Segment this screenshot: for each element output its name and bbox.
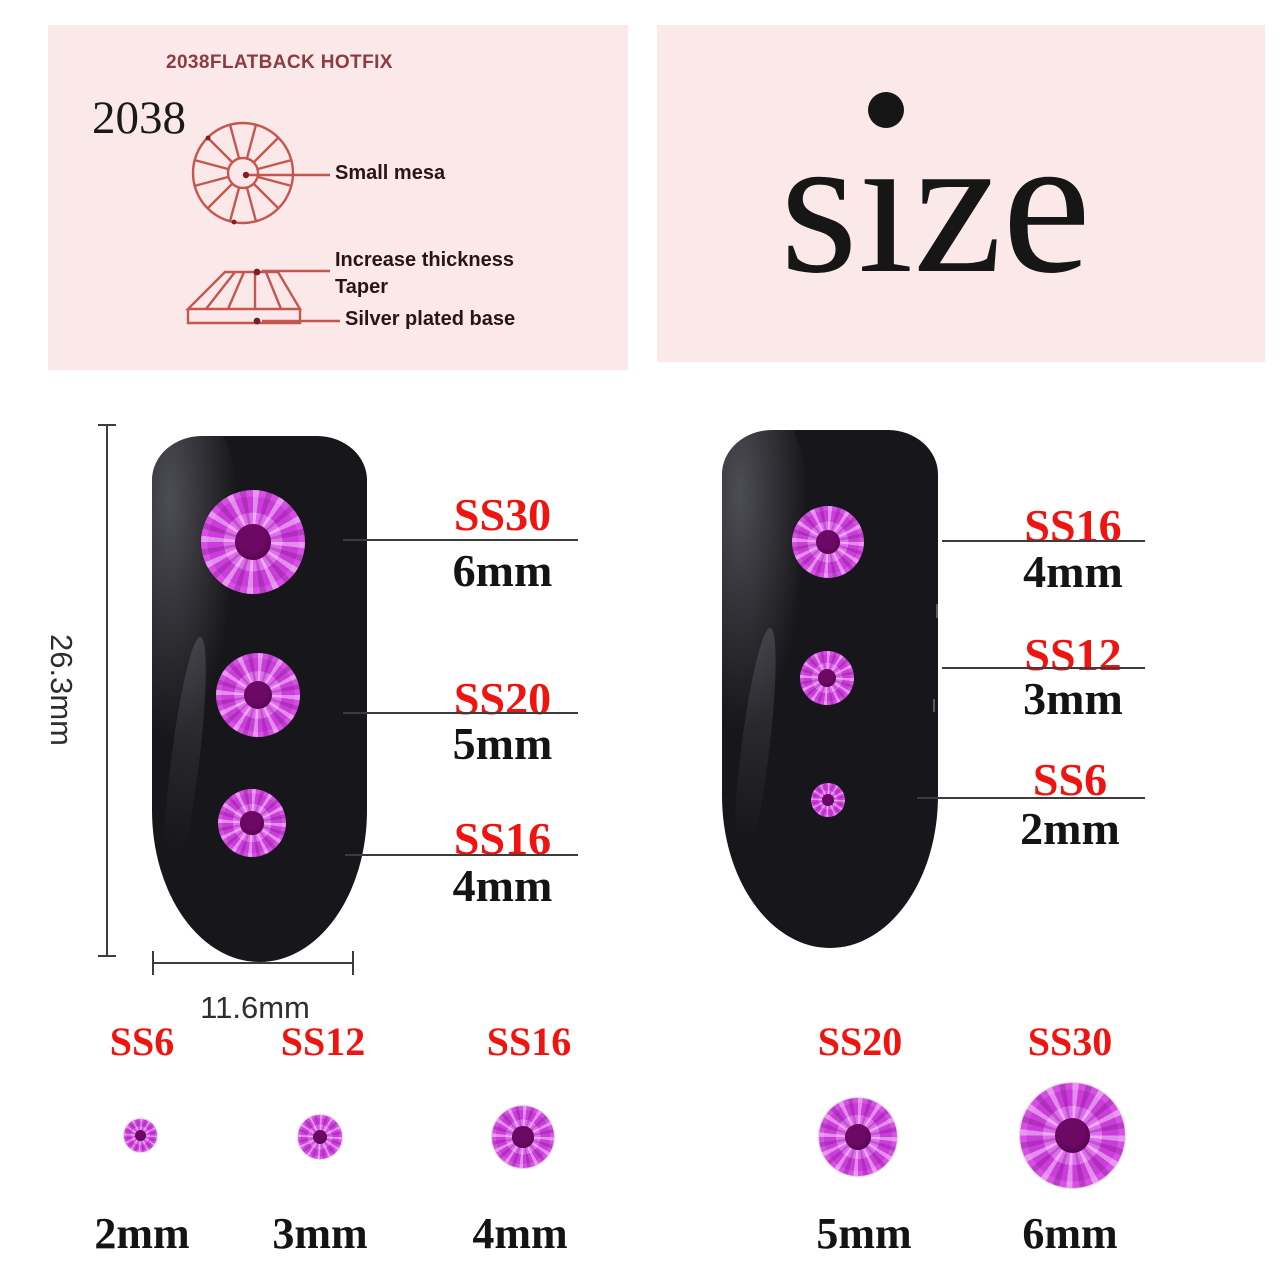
- top-view-outline: [191, 121, 295, 225]
- chart-size: 2mm: [94, 1209, 190, 1258]
- annotation-size: 2mm: [1020, 803, 1120, 854]
- annotation-code: SS16: [1024, 500, 1122, 551]
- rhinestone-ss6: [811, 783, 845, 817]
- size-heading-dot: [868, 92, 904, 128]
- annotation-size: 3mm: [1023, 673, 1123, 724]
- label-small-mesa: Small mesa: [335, 162, 446, 184]
- annotation-code: SS6: [1032, 754, 1108, 805]
- size-heading: sıze: [780, 94, 1091, 315]
- height-dimension-line: [106, 425, 108, 957]
- nail-edge-tick: [933, 699, 935, 712]
- rhinestone-ss20: [819, 1098, 897, 1176]
- label-increase-thickness: Increase thickness: [335, 249, 514, 271]
- chart-code: SS30: [1027, 1019, 1113, 1064]
- model-number: 2038: [92, 92, 186, 144]
- annotation-code: SS16: [453, 813, 552, 864]
- chart-code: SS16: [486, 1019, 572, 1064]
- rhinestone-ss20: [216, 653, 300, 737]
- rhinestone-ss16: [492, 1106, 554, 1168]
- chart-size: 6mm: [1022, 1209, 1118, 1258]
- rhinestone-ss30: [201, 490, 305, 594]
- rhinestone-spec-diagram: [185, 121, 340, 325]
- annotation-line: [942, 667, 1145, 669]
- label-taper: Taper: [335, 276, 388, 298]
- annotation-line: [343, 712, 578, 714]
- dimension-cap: [98, 955, 116, 957]
- chart-size: 4mm: [472, 1209, 568, 1258]
- side-view-outline: [185, 270, 303, 311]
- label-silver-plated-base: Silver plated base: [345, 308, 516, 330]
- annotation-code: SS20: [453, 673, 552, 724]
- annotation-line: [343, 539, 578, 541]
- annotation-size: 4mm: [452, 860, 553, 911]
- nail-edge-tick: [936, 604, 938, 618]
- rhinestone-ss12: [298, 1115, 342, 1159]
- spec-panel-title: 2038FLATBACK HOTFIX: [166, 52, 393, 73]
- rhinestone-ss16: [792, 506, 864, 578]
- nail-width-label: 11.6mm: [200, 990, 310, 1025]
- rhinestone-ss12: [800, 651, 854, 705]
- nail-height-label: 26.3mm: [44, 634, 79, 746]
- annotation-line: [917, 797, 1145, 799]
- chart-size: 3mm: [272, 1209, 368, 1258]
- annotation-line: [942, 540, 1145, 542]
- annotation-size: 6mm: [452, 545, 553, 596]
- dimension-tick: [352, 951, 354, 975]
- dimension-cap: [98, 424, 116, 426]
- annotation-code: SS12: [1024, 629, 1122, 680]
- chart-size: 5mm: [816, 1209, 912, 1258]
- rhinestone-ss30: [1020, 1083, 1125, 1188]
- chart-code: SS6: [109, 1019, 175, 1064]
- chart-code: SS20: [817, 1019, 903, 1064]
- dimension-tick: [152, 951, 154, 975]
- annotation-size: 5mm: [452, 718, 553, 769]
- rhinestone-ss6: [124, 1119, 157, 1152]
- chart-code: SS12: [280, 1019, 366, 1064]
- annotation-size: 4mm: [1023, 546, 1123, 597]
- width-dimension-line: [153, 962, 353, 964]
- size-panel: sıze: [657, 25, 1265, 362]
- annotation-line: [345, 854, 578, 856]
- annotation-code: SS30: [453, 489, 552, 540]
- rhinestone-ss16: [218, 789, 286, 857]
- spec-panel: 2038FLATBACK HOTFIX 2038: [48, 25, 628, 370]
